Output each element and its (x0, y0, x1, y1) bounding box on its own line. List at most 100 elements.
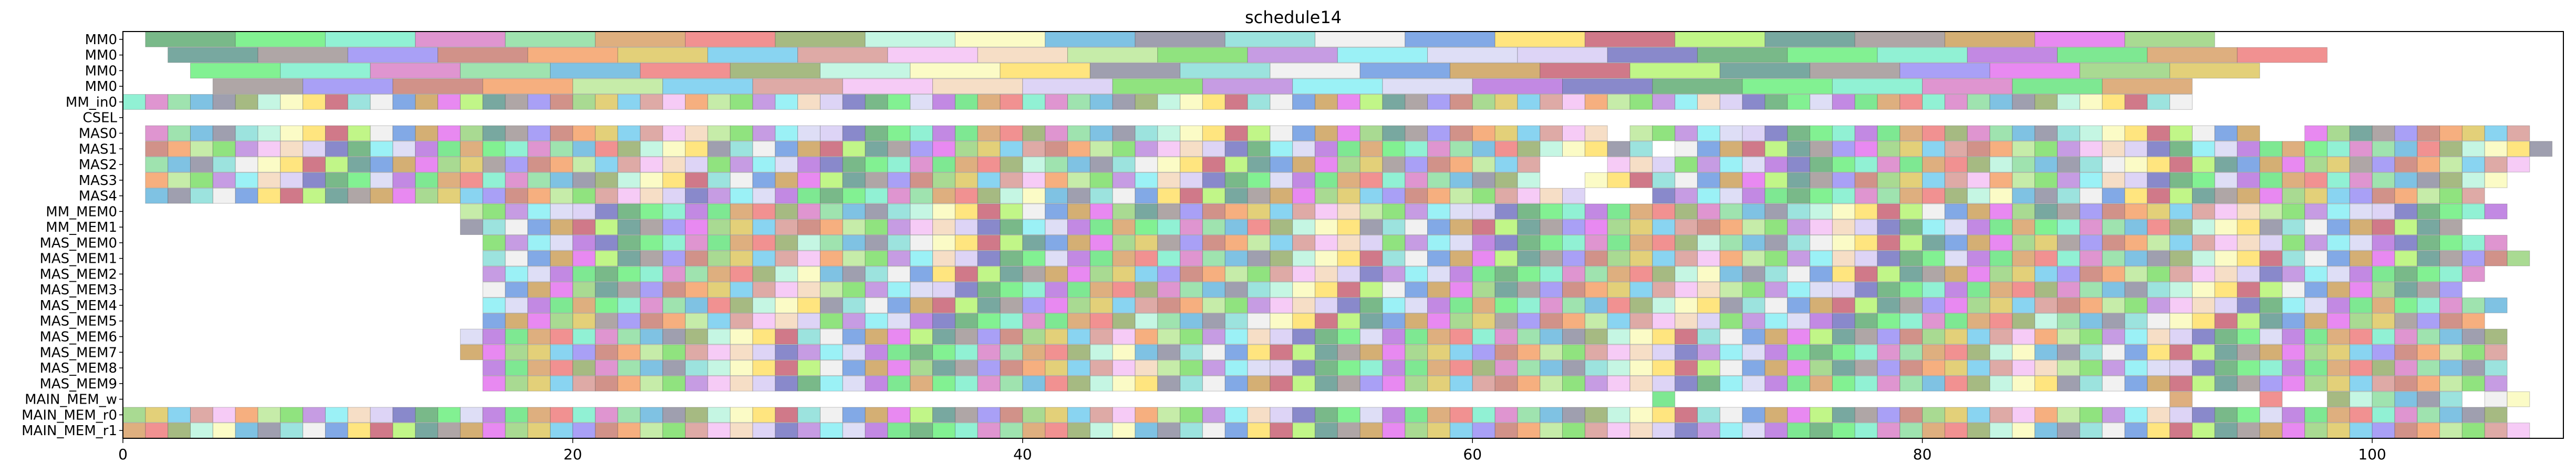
bar-mas-mem6-19-71 (2057, 328, 2080, 345)
bar-mm-mem0-11-57 (1742, 203, 1765, 220)
bar-mas-mem7-20-66 (1944, 344, 1968, 361)
bar-mm-mem0-11-13 (752, 203, 776, 220)
bar-mas2-8-69 (1764, 157, 1788, 172)
bar-main-mem-r0-24-36 (932, 407, 955, 423)
bar-main-mem-w-23-9 (2484, 391, 2508, 407)
bar-mas2-8-67 (1719, 157, 1743, 172)
bar-mas-mem2-15-45 (1494, 266, 1518, 282)
bar-mas0-6-35 (932, 125, 955, 141)
bar-mm-mem0-11-30 (1135, 203, 1158, 220)
bar-mas-mem3-16-41 (1405, 282, 1428, 298)
bar-mas-mem7-20-70 (2034, 344, 2058, 361)
bar-mm-mem0-11-69 (2012, 203, 2035, 220)
bar-mas-mem4-17-41 (1405, 297, 1428, 313)
bar-mm0-0-3 (415, 32, 506, 47)
bar-mm-in0-4-9 (325, 94, 348, 110)
x-tick-label-2: 40 (1013, 446, 1032, 463)
bar-mas-mem5-18-16 (842, 313, 866, 329)
bar-mas4-10-53 (1337, 188, 1360, 204)
bar-mas-mem6-19-44 (1449, 328, 1473, 345)
bar-mas-mem8-21-46 (1517, 360, 1541, 376)
bar-mas-mem2-15-47 (1540, 266, 1563, 282)
bar-mas4-10-95 (2349, 188, 2373, 204)
bar-mas-mem5-18-80 (2282, 313, 2305, 329)
bar-mas-mem8-21-2 (527, 360, 551, 376)
bar-mm-in0-4-26 (707, 94, 731, 110)
bar-mas0-6-92 (2237, 125, 2260, 141)
bar-mas3-9-90 (2214, 172, 2238, 188)
bar-mas0-6-70 (1742, 125, 1765, 141)
bar-mm-mem0-11-7 (617, 203, 641, 220)
bar-mas3-9-39 (1022, 172, 1046, 188)
bar-mas0-6-79 (1944, 125, 1968, 141)
bar-mm-mem0-11-16 (819, 203, 843, 220)
bar-mas-mem9-22-47 (1540, 375, 1563, 392)
bar-mas0-6-34 (910, 125, 933, 141)
bar-mm-in0-4-65 (1584, 94, 1608, 110)
bar-mas1-7-62 (1540, 141, 1563, 157)
bar-mas4-10-3 (212, 188, 236, 204)
bar-mas-mem4-17-79 (2259, 297, 2283, 313)
bar-main-mem-w-23-8 (2439, 391, 2463, 407)
bar-mm-mem1-12-67 (1967, 219, 1990, 235)
bar-main-mem-r1-25-98 (2326, 423, 2350, 438)
bar-mas-mem3-16-18 (887, 282, 911, 298)
bar-mm-in0-4-38 (977, 94, 1001, 110)
bar-mas0-6-42 (1089, 125, 1113, 141)
bar-mas-mem6-19-49 (1562, 328, 1585, 345)
bar-mas-mem2-15-25 (1045, 266, 1068, 282)
bar-mas-mem2-15-82 (2326, 266, 2350, 282)
bar-mm-mem0-11-34 (1224, 203, 1248, 220)
bar-mas-mem6-19-75 (2147, 328, 2170, 345)
bar-mas3-9-62 (1584, 172, 1608, 188)
bar-mas3-9-1 (168, 172, 191, 188)
bar-mas3-9-74 (1854, 172, 1878, 188)
bar-mas-mem7-20-24 (1000, 344, 1023, 361)
bar-mas-mem0-13-12 (752, 235, 776, 251)
bar-mas-mem4-17-24 (1022, 297, 1046, 313)
bar-mas-mem8-21-56 (1742, 360, 1765, 376)
bar-mas4-10-87 (2169, 188, 2193, 204)
bar-mas-mem1-14-22 (977, 250, 1001, 266)
bar-mas-mem2-15-7 (640, 266, 663, 282)
bar-mas-mem1-14-74 (2147, 250, 2170, 266)
bar-mas0-6-37 (977, 125, 1001, 141)
bar-mm-in0-4-74 (1787, 94, 1811, 110)
bar-mas-mem6-19-90 (2484, 328, 2508, 345)
bar-mas3-9-77 (1922, 172, 1945, 188)
bar-mas-mem2-15-15 (819, 266, 843, 282)
bar-mm-mem0-11-0 (460, 203, 483, 220)
y-tick-label-mas-mem0-13: MAS_MEM0 (39, 235, 117, 251)
bar-mas-mem8-21-30 (1157, 360, 1181, 376)
bar-mas3-9-35 (932, 172, 955, 188)
bar-mas-mem4-17-17 (865, 297, 888, 313)
bar-mas-mem8-21-58 (1787, 360, 1811, 376)
bar-mas3-9-52 (1314, 172, 1338, 188)
bar-mm-mem0-11-14 (775, 203, 798, 220)
bar-main-mem-r1-25-55 (1359, 423, 1383, 438)
bar-mas-mem0-13-39 (1359, 235, 1383, 251)
bar-mas3-9-47 (1202, 172, 1225, 188)
bar-main-mem-r1-25-99 (2349, 423, 2373, 438)
bar-mas-mem5-18-74 (2147, 313, 2170, 329)
bar-mm-mem0-11-86 (2394, 203, 2418, 220)
bar-mas-mem0-13-62 (1877, 235, 1900, 251)
bar-mm-mem0-11-35 (1247, 203, 1271, 220)
bar-mas0-6-6 (280, 125, 304, 141)
bar-mas3-9-58 (1449, 172, 1473, 188)
bar-mas-mem9-22-57 (1764, 375, 1788, 392)
bar-mm-mem0-11-84 (2349, 203, 2373, 220)
bar-mas-mem4-17-58 (1787, 297, 1811, 313)
bar-mas-mem8-21-13 (775, 360, 798, 376)
bar-mas0-6-83 (2034, 125, 2058, 141)
bar-mas-mem9-22-59 (1810, 375, 1833, 392)
bar-mas1-7-35 (932, 141, 955, 157)
bar-mas3-9-8 (325, 172, 348, 188)
bar-mas-mem4-17-7 (640, 297, 663, 313)
bar-mm-mem0-11-55 (1697, 203, 1720, 220)
bar-mas2-8-94 (2326, 157, 2350, 172)
bar-mas3-9-85 (2102, 172, 2125, 188)
bar-mm-mem1-12-23 (977, 219, 1001, 235)
bar-mas-mem7-20-3 (527, 344, 551, 361)
bar-mm-in0-4-15 (460, 94, 483, 110)
